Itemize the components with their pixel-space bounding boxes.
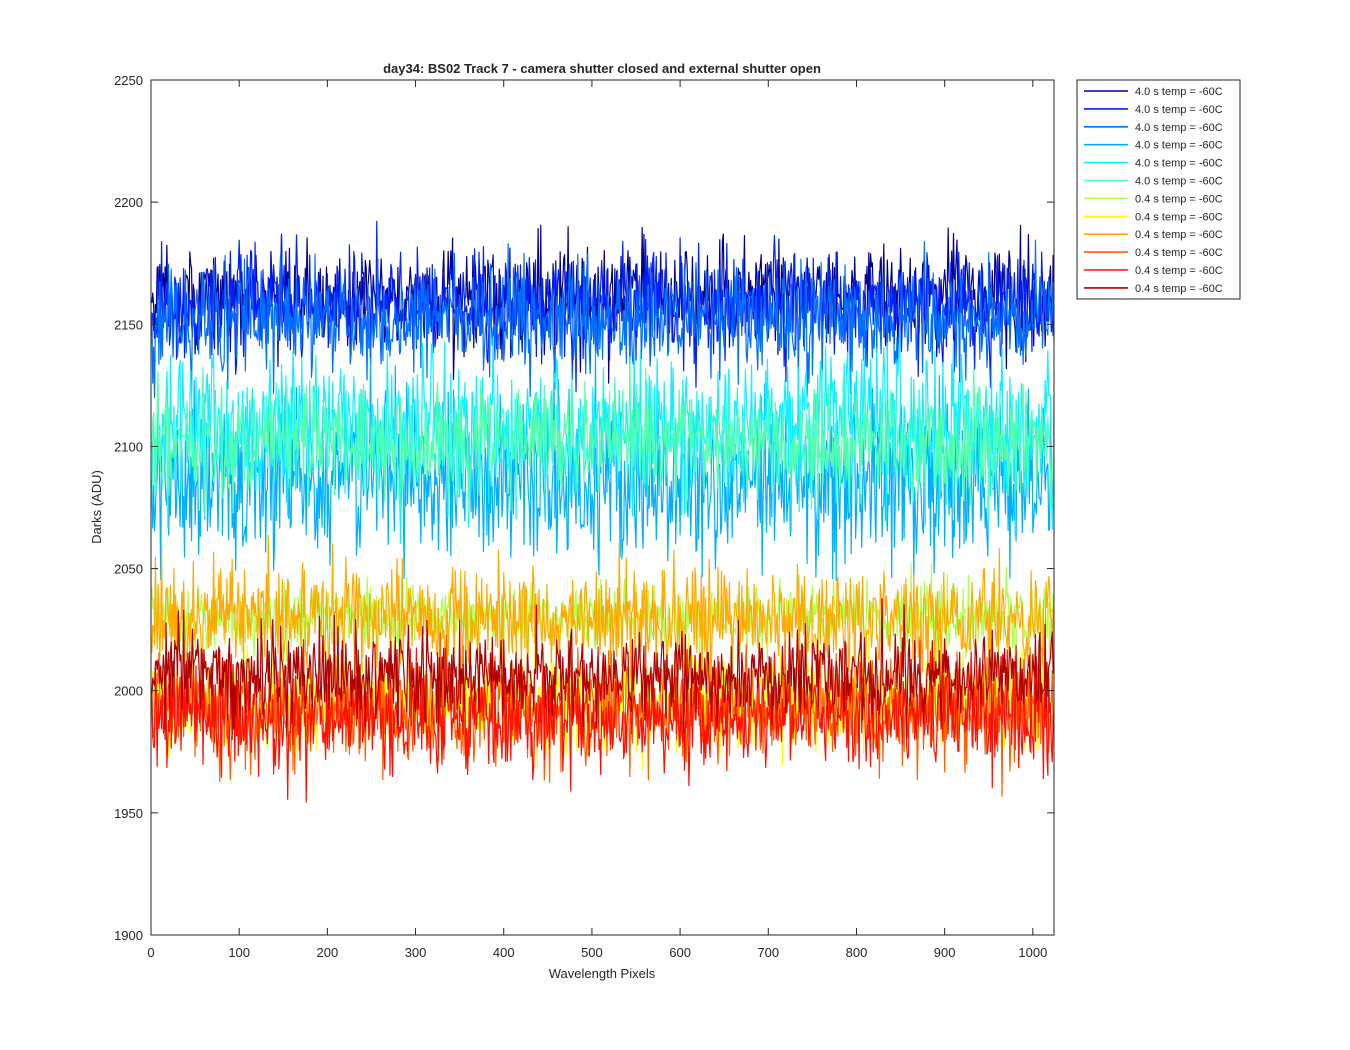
- x-tick-label: 900: [934, 945, 956, 960]
- x-tick-label: 500: [581, 945, 603, 960]
- series-line-9: [151, 534, 1054, 701]
- legend-label: 4.0 s temp = -60C: [1135, 176, 1223, 188]
- legend-label: 0.4 s temp = -60C: [1135, 211, 1223, 223]
- x-tick-label: 100: [228, 945, 250, 960]
- x-tick-label: 200: [317, 945, 339, 960]
- y-tick-label: 1900: [114, 928, 143, 943]
- legend-label: 4.0 s temp = -60C: [1135, 104, 1223, 116]
- y-tick-label: 1950: [114, 806, 143, 821]
- legend: 4.0 s temp = -60C 4.0 s temp = -60C 4.0 s …: [1076, 79, 1241, 300]
- series-line-12: [151, 597, 1054, 741]
- x-tick-label: 400: [493, 945, 515, 960]
- legend-label: 0.4 s temp = -60C: [1135, 229, 1223, 241]
- legend-label: 4.0 s temp = -60C: [1135, 122, 1223, 134]
- legend-label: 4.0 s temp = -60C: [1135, 86, 1223, 98]
- legend-label: 0.4 s temp = -60C: [1135, 247, 1223, 259]
- x-tick-label: 700: [757, 945, 779, 960]
- legend-label: 4.0 s temp = -60C: [1135, 158, 1223, 170]
- series-line-11: [151, 639, 1054, 803]
- legend-box: [1076, 79, 1241, 300]
- series-line-3: [151, 239, 1054, 398]
- x-tick-label: 800: [846, 945, 868, 960]
- x-axis-label: Wavelength Pixels: [549, 966, 656, 981]
- legend-label: 0.4 s temp = -60C: [1135, 265, 1223, 277]
- axes-layer: 0 100 200 300 400 500 600 700 800 900 1000 1900 1950…: [114, 73, 1054, 960]
- x-tick-label: 300: [405, 945, 427, 960]
- x-tick-label: 600: [669, 945, 691, 960]
- legend-label: 0.4 s temp = -60C: [1135, 283, 1223, 295]
- legend-label: 4.0 s temp = -60C: [1135, 140, 1223, 152]
- x-tick-label: 1000: [1018, 945, 1047, 960]
- y-tick-label: 2250: [114, 73, 143, 88]
- x-tick-label: 0: [147, 945, 154, 960]
- y-tick-label: 2100: [114, 439, 143, 454]
- series-line-6: [151, 356, 1054, 529]
- y-tick-label: 2150: [114, 317, 143, 332]
- plot-box: [150, 79, 1055, 936]
- series-layer: [151, 220, 1054, 803]
- chart-title: day34: BS02 Track 7 - camera shutter clo…: [383, 61, 821, 76]
- y-tick-label: 2050: [114, 562, 143, 577]
- series-line-2: [151, 220, 1054, 393]
- y-axis-label: Darks (ADU): [89, 470, 104, 544]
- legend-label: 0.4 s temp = -60C: [1135, 193, 1223, 205]
- y-tick-label: 2000: [114, 684, 143, 699]
- y-tick-label: 2200: [114, 195, 143, 210]
